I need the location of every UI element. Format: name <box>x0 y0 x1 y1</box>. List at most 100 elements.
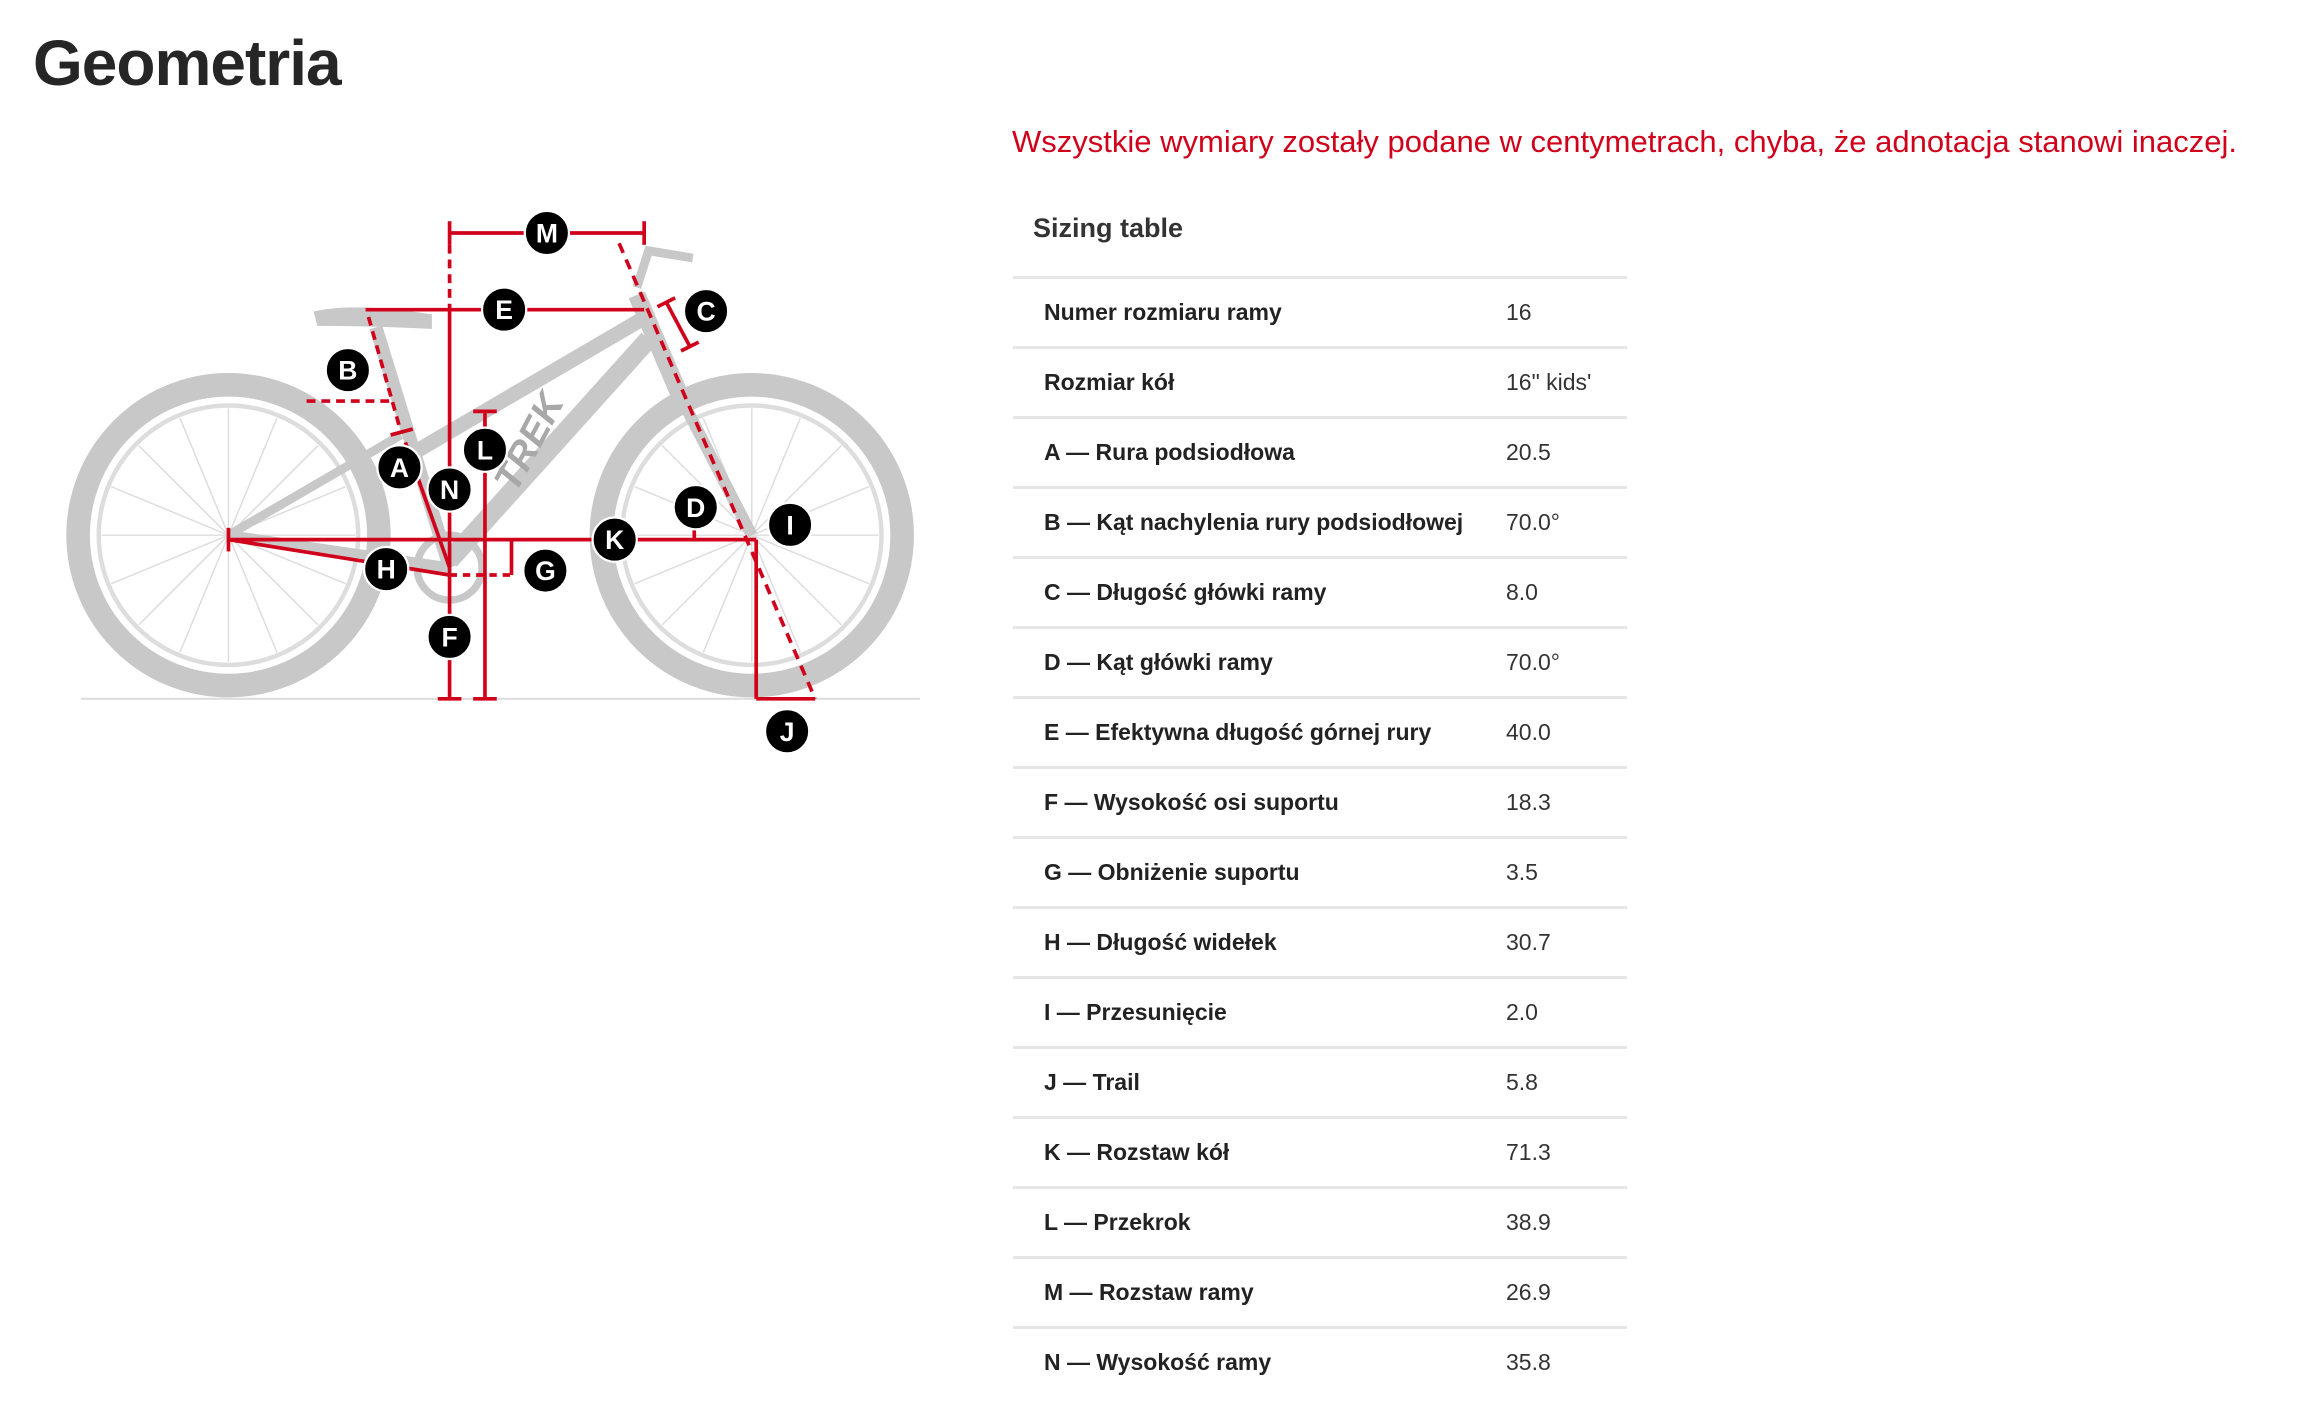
units-note: Wszystkie wymiary zostały podane w centy… <box>1012 124 2238 159</box>
row-label: J — Trail <box>1044 1069 1140 1095</box>
row-value: 20.5 <box>1506 439 1551 465</box>
sizing-table: Sizing table Numer rozmiaru ramy 16 Rozmia… <box>1013 200 1627 1396</box>
row-value: 30.7 <box>1506 929 1551 955</box>
row-label: E — Efektywna długość górnej rury <box>1044 719 1432 745</box>
dimension-letter: M <box>536 219 558 249</box>
dimension-letter: J <box>780 717 795 747</box>
handlebar <box>632 245 694 289</box>
table-row: L — Przekrok 38.9 <box>1013 1186 1627 1256</box>
row-label: H — Długość widełek <box>1044 929 1277 955</box>
row-value: 3.5 <box>1506 859 1538 885</box>
row-label: A — Rura podsiodłowa <box>1044 439 1295 465</box>
dimension-label-h: H <box>362 545 410 593</box>
spoke <box>634 534 753 585</box>
dimension-letter: H <box>377 555 396 585</box>
dimension-letter: F <box>441 622 457 652</box>
spoke <box>751 417 801 536</box>
row-label: N — Wysokość ramy <box>1044 1349 1272 1375</box>
rear-rim <box>96 403 361 668</box>
table-row: J — Trail 5.8 <box>1013 1046 1627 1116</box>
spoke <box>227 534 278 653</box>
spoke <box>227 417 278 536</box>
spoke <box>751 534 870 585</box>
row-value: 35.8 <box>1506 1349 1551 1375</box>
row-value: 5.8 <box>1506 1069 1538 1095</box>
dimension-label-a: A <box>376 444 423 491</box>
row-label: M — Rozstaw ramy <box>1044 1279 1254 1305</box>
row-value: 70.0° <box>1506 509 1560 535</box>
sizing-table-title: Sizing table <box>1033 213 1184 243</box>
dimension-letter: A <box>390 453 409 483</box>
row-label: I — Przesunięcie <box>1044 999 1227 1025</box>
dimension-label-n: N <box>426 466 473 513</box>
dimension-letter: G <box>535 556 556 586</box>
dimension-label-j: J <box>763 708 811 755</box>
dimension-letter: K <box>605 525 624 555</box>
dimension-label-b: B <box>324 346 372 394</box>
row-label: L — Przekrok <box>1044 1209 1191 1235</box>
row-value: 16 <box>1506 299 1532 325</box>
dimension-letter: I <box>786 510 793 540</box>
row-value: 40.0 <box>1506 719 1551 745</box>
table-row: A — Rura podsiodłowa 20.5 <box>1013 416 1627 486</box>
row-value: 18.3 <box>1506 789 1551 815</box>
table-row: F — Wysokość osi suportu 18.3 <box>1013 766 1627 836</box>
table-row: B — Kąt nachylenia rury podsiodłowej 70.0… <box>1013 486 1627 556</box>
spoke <box>751 445 842 536</box>
down-tube <box>442 332 656 567</box>
spoke <box>111 534 229 585</box>
dimension-letter: D <box>686 493 705 523</box>
row-label: Rozmiar kół <box>1044 369 1175 395</box>
rear-tire <box>66 373 391 698</box>
row-value: 38.9 <box>1506 1209 1551 1235</box>
table-row: C — Długość główki ramy 8.0 <box>1013 556 1627 626</box>
top-tube <box>382 310 650 476</box>
table-row: D — Kąt główki ramy 70.0° <box>1013 626 1627 696</box>
dimension-letter: E <box>495 295 513 325</box>
table-row: M — Rozstaw ramy 26.9 <box>1013 1256 1627 1326</box>
spoke <box>751 534 842 626</box>
row-value: 8.0 <box>1506 579 1538 605</box>
dimension-label-k: K <box>591 516 638 563</box>
row-value: 71.3 <box>1506 1139 1551 1165</box>
spoke <box>179 417 230 536</box>
page-title: Geometria <box>33 27 342 99</box>
row-value: 2.0 <box>1506 999 1538 1025</box>
row-value: 26.9 <box>1506 1279 1551 1305</box>
table-row: H — Długość widełek 30.7 <box>1013 906 1627 976</box>
head-tube <box>628 291 690 402</box>
row-label: C — Długość główki ramy <box>1044 579 1327 605</box>
spoke <box>111 486 229 536</box>
table-row: E — Efektywna długość górnej rury 40.0 <box>1013 696 1627 766</box>
row-label: Numer rozmiaru ramy <box>1044 299 1282 325</box>
row-value: 70.0° <box>1506 649 1560 675</box>
table-row: I — Przesunięcie 2.0 <box>1013 976 1627 1046</box>
saddle <box>313 307 432 329</box>
dimension-label-i: I <box>766 501 814 549</box>
table-row: K — Rozstaw kół 71.3 <box>1013 1116 1627 1186</box>
dimension-label-e: E <box>480 286 528 333</box>
dimension-letter: B <box>338 356 357 386</box>
row-label: B — Kąt nachylenia rury podsiodłowej <box>1044 509 1464 535</box>
dimension-label-l: L <box>461 426 509 473</box>
dimension-label-g: G <box>522 547 569 594</box>
row-label: G — Obniżenie suportu <box>1044 859 1300 885</box>
table-row: Rozmiar kół 16" kids' <box>1013 346 1627 416</box>
spoke <box>138 445 229 536</box>
dimension-label-f: F <box>426 613 473 661</box>
table-row: G — Obniżenie suportu 3.5 <box>1013 836 1627 906</box>
spoke <box>751 534 801 653</box>
row-label: K — Rozstaw kół <box>1044 1139 1230 1165</box>
dimension-lines <box>226 221 817 701</box>
spoke <box>702 534 753 653</box>
row-value: 16" kids' <box>1506 369 1592 395</box>
spoke <box>661 534 753 626</box>
row-label: F — Wysokość osi suportu <box>1044 789 1339 815</box>
dimension-label-d: D <box>672 483 719 531</box>
row-label: D — Kąt główki ramy <box>1044 649 1273 675</box>
spoke <box>138 534 229 626</box>
dimension-letter: C <box>696 297 715 327</box>
dimension-letter: N <box>440 475 459 505</box>
dimension-label-c: C <box>682 287 730 335</box>
